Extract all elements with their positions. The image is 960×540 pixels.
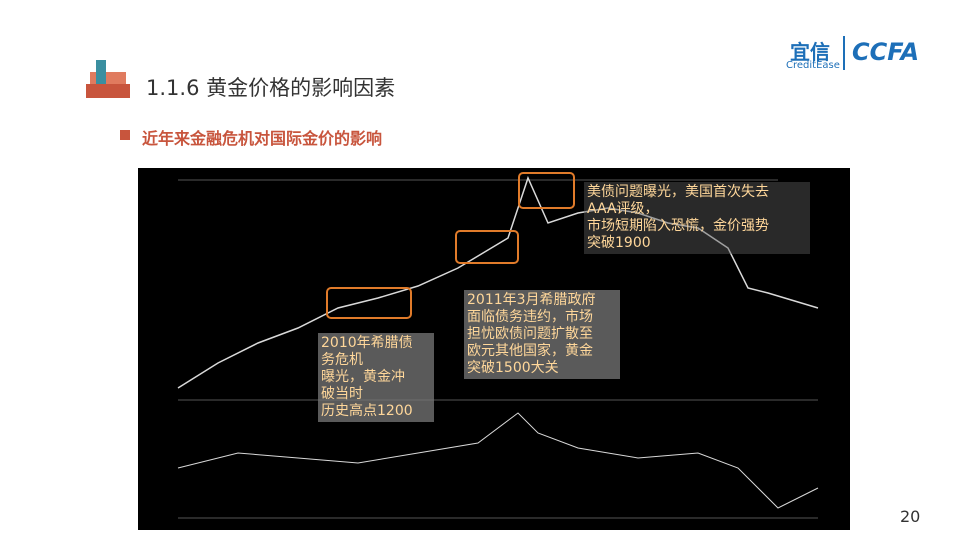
highlight-box: [326, 287, 412, 319]
annotation: 美债问题曝光，美国首次失去 AAA评级， 市场短期陷入恐慌，金价强势 突破1900: [584, 182, 810, 254]
subtitle: 近年来金融危机对国际金价的影响: [142, 129, 383, 148]
bullet: [120, 130, 130, 140]
logo-ccfa: CCFA: [852, 38, 920, 66]
annotation-line: 面临债务违约，市场: [467, 309, 593, 325]
annotation-line: 破当时: [321, 386, 363, 402]
highlight-box: [455, 230, 519, 264]
annotation: 2011年3月希腊政府 面临债务违约，市场 担忧欧债问题扩散至 欧元其他国家，黄金 突破…: [464, 290, 620, 379]
annotation-line: 美债问题曝光，美国首次失去: [587, 184, 769, 200]
annotation-line: 欧元其他国家，黄金: [467, 343, 593, 359]
annotation-line: 务危机: [321, 352, 363, 368]
logo-divider: [843, 36, 845, 70]
logo-cn: 宜信: [790, 40, 830, 64]
annotation-line: 2010年希腊债: [321, 335, 413, 351]
slide-title: 1.1.6 黄金价格的影响因素: [146, 76, 396, 100]
highlight-box: [518, 172, 575, 209]
annotation-line: 突破1500大关: [467, 360, 559, 376]
title-icon: [86, 60, 130, 98]
annotation-line: 曝光，黄金冲: [321, 369, 405, 385]
page-number: 20: [900, 507, 921, 526]
annotation-line: 担忧欧债问题扩散至: [467, 326, 593, 342]
annotation-line: 突破1900: [587, 235, 651, 251]
annotation-line: 市场短期陷入恐慌，金价强势: [587, 218, 769, 234]
annotation: 2010年希腊债 务危机 曝光，黄金冲 破当时 历史高点1200: [318, 333, 434, 422]
logo-en: CreditEase: [786, 60, 840, 71]
annotation-line: 历史高点1200: [321, 403, 413, 419]
annotation-line: 2011年3月希腊政府: [467, 292, 596, 308]
annotation-line: AAA评级，: [587, 201, 659, 217]
